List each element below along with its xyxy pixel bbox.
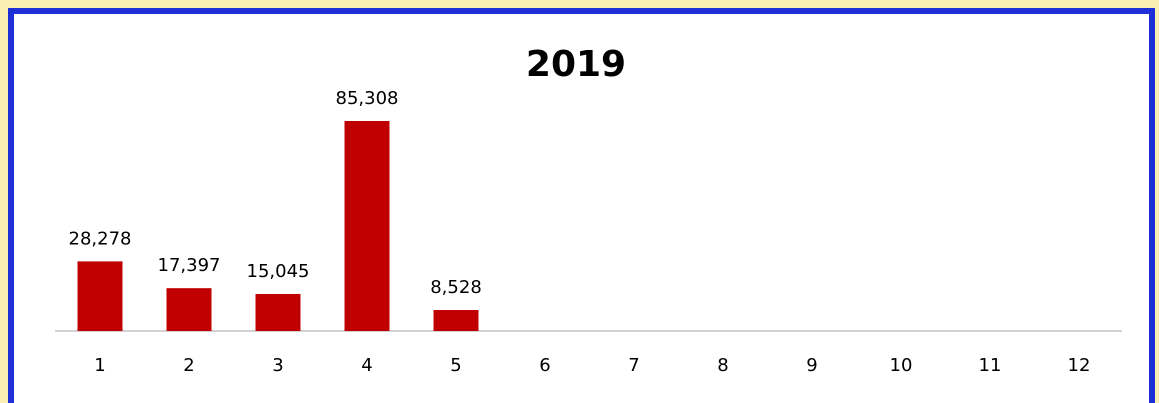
data-label: 15,045 xyxy=(247,261,310,282)
x-tick-label: 6 xyxy=(539,355,550,376)
bar xyxy=(166,288,212,331)
x-tick-label: 8 xyxy=(717,355,728,376)
x-tick-label: 3 xyxy=(272,355,283,376)
data-label: 8,528 xyxy=(430,277,482,298)
bar xyxy=(344,121,390,331)
x-tick-label: 11 xyxy=(979,355,1002,376)
data-label: 85,308 xyxy=(336,88,399,109)
chart-title: 2019 xyxy=(526,44,626,85)
x-tick-label: 1 xyxy=(94,355,105,376)
bar xyxy=(77,261,123,331)
x-tick-label: 5 xyxy=(450,355,461,376)
bar xyxy=(433,310,479,331)
frame xyxy=(8,8,1155,403)
x-tick-label: 9 xyxy=(806,355,817,376)
x-tick-label: 10 xyxy=(890,355,913,376)
x-tick-label: 2 xyxy=(183,355,194,376)
x-tick-label: 7 xyxy=(628,355,639,376)
data-label: 28,278 xyxy=(69,228,132,249)
x-tick-label: 4 xyxy=(361,355,372,376)
x-tick-label: 12 xyxy=(1068,355,1091,376)
data-label: 17,397 xyxy=(158,255,221,276)
bar xyxy=(255,293,301,331)
